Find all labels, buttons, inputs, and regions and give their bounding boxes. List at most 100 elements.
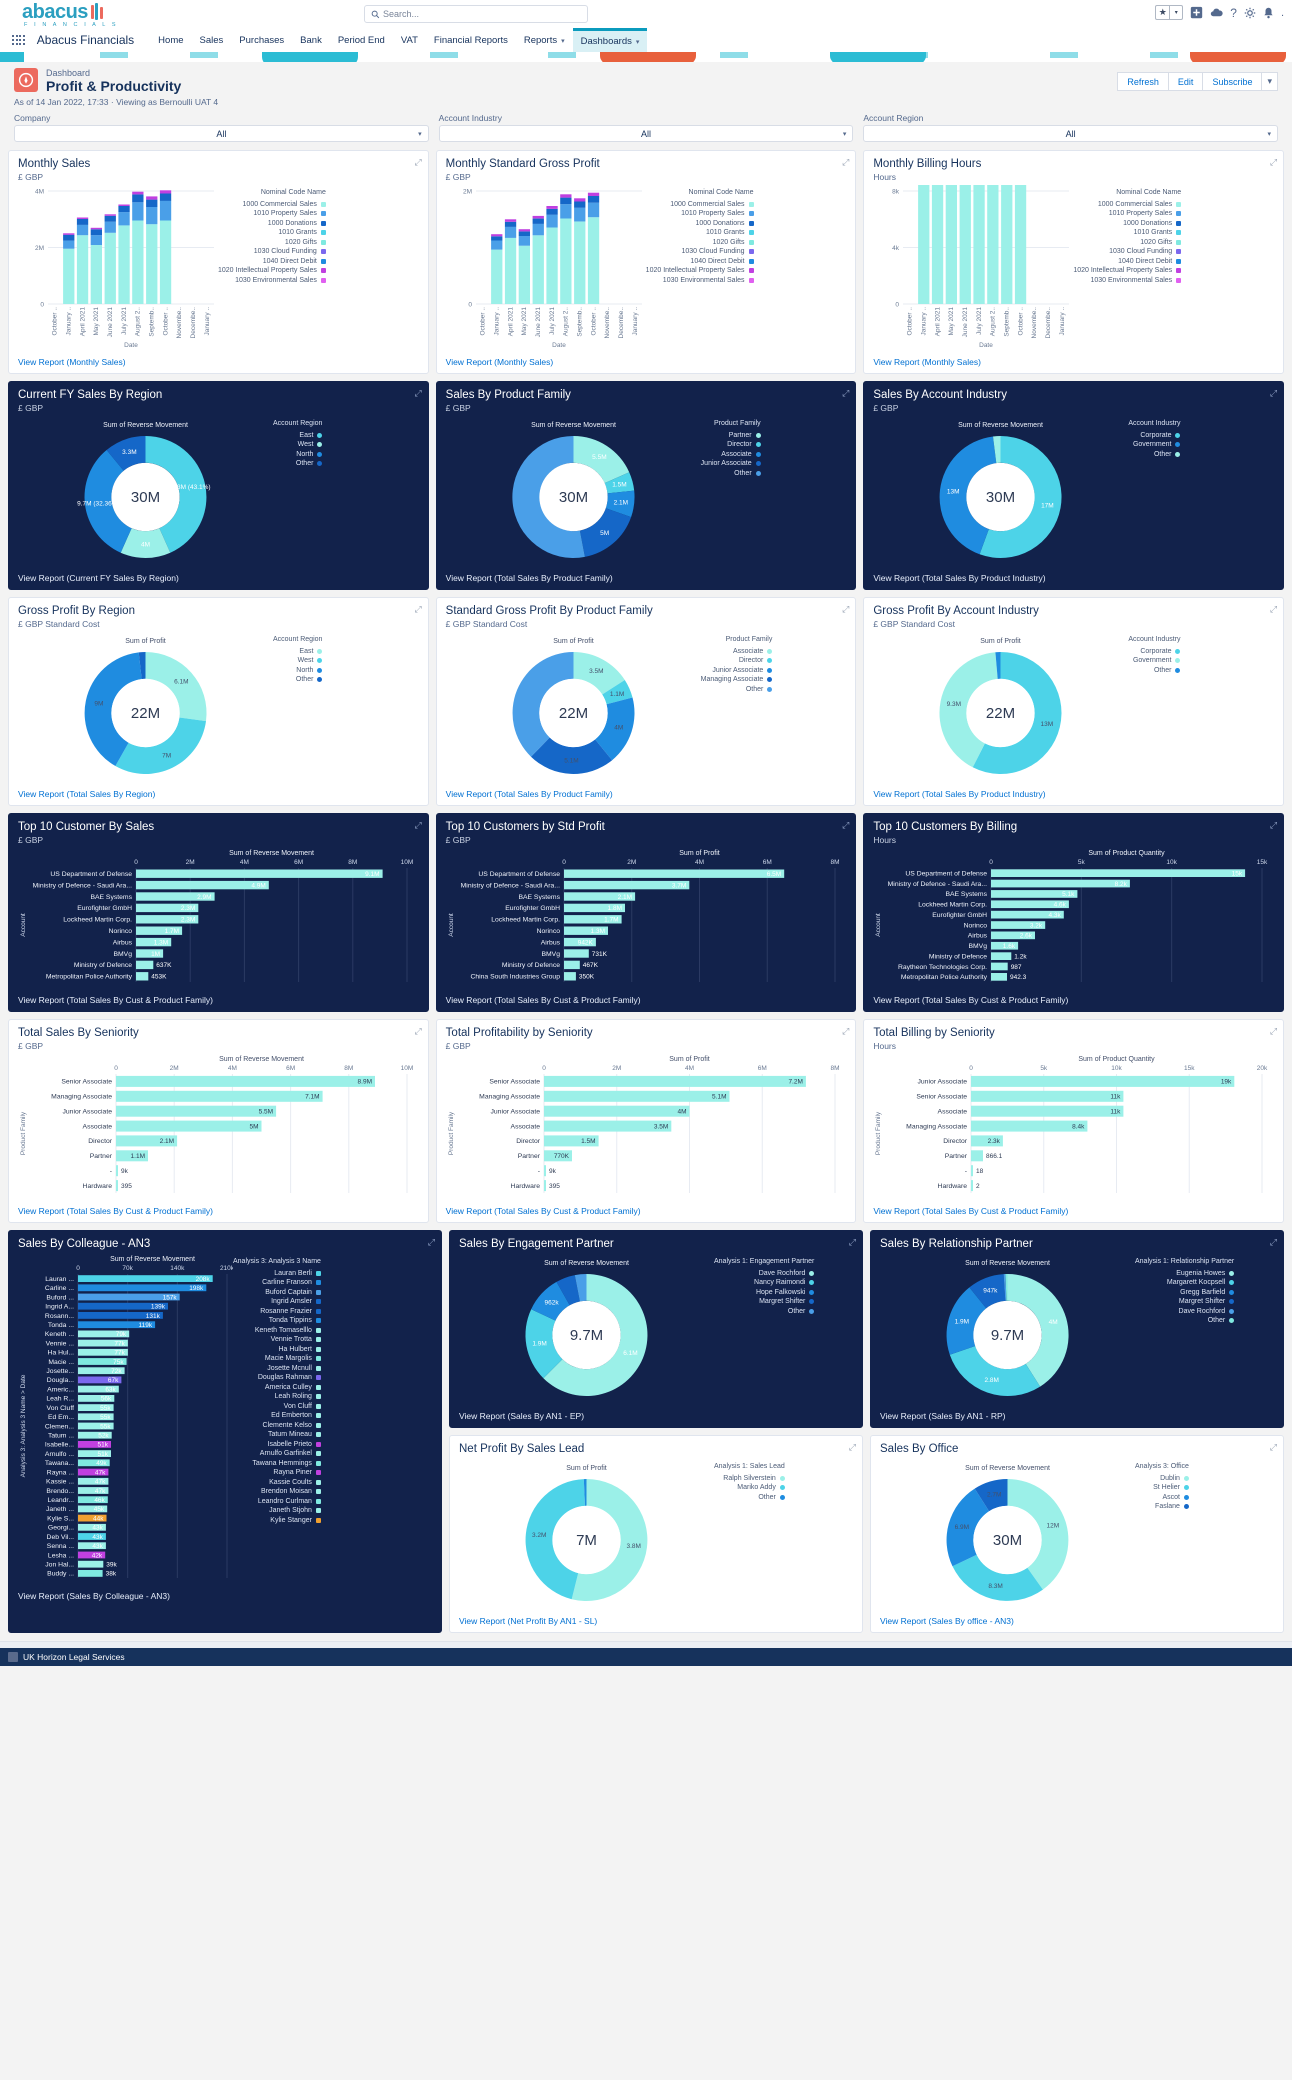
chart-plot[interactable]: Sum of Reverse Movement 13M (43.1%) 4M 9.7M… — [18, 416, 273, 569]
setup-gear-icon[interactable] — [1244, 7, 1256, 19]
expand-icon[interactable]: ⤢ — [1269, 388, 1277, 398]
legend-item[interactable]: Director — [701, 657, 773, 664]
legend-item[interactable]: Junior Associate — [701, 460, 761, 467]
view-report-link[interactable]: View Report (Net Profit By AN1 - SL) — [459, 1616, 598, 1626]
legend-item[interactable]: West — [273, 441, 323, 448]
legend-item[interactable]: Margarett Kocpsell — [1135, 1279, 1235, 1286]
legend-item[interactable]: Arnulfo Garfinkel — [233, 1450, 321, 1457]
legend-item[interactable]: Other — [701, 470, 761, 477]
expand-icon[interactable]: ⤢ — [414, 157, 421, 167]
legend-item[interactable]: 1030 Cloud Funding — [646, 248, 754, 255]
legend-item[interactable]: Associate — [701, 451, 761, 458]
refresh-button[interactable]: Refresh — [1117, 72, 1169, 91]
chart-plot[interactable]: 0 2M October .. January .. April 2021 May 202… — [446, 185, 646, 353]
legend-item[interactable]: Mariko Addy — [714, 1484, 785, 1491]
view-report-link[interactable]: View Report (Sales By office - AN3) — [880, 1616, 1014, 1626]
legend-item[interactable]: Other — [1135, 1317, 1235, 1324]
search-input[interactable]: Search... — [364, 5, 588, 23]
view-report-link[interactable]: View Report (Total Sales By Region) — [18, 789, 156, 799]
favorites-star-icon[interactable]: ★ — [1158, 7, 1167, 17]
expand-icon[interactable]: ⤢ — [842, 388, 849, 398]
legend-item[interactable]: Tonda Tippins — [233, 1317, 321, 1324]
legend-item[interactable]: 1040 Direct Debit — [218, 258, 326, 265]
legend-item[interactable]: 1040 Direct Debit — [1073, 258, 1182, 265]
more-actions-button[interactable]: ▾ — [1262, 72, 1278, 91]
chart-plot[interactable]: Sum of Reverse Movement 0 70k 140k 210k Laura… — [18, 1254, 235, 1587]
edit-button[interactable]: Edit — [1168, 72, 1204, 91]
legend-item[interactable]: Douglas Rahman — [233, 1374, 321, 1381]
legend-item[interactable]: Dave Rochford — [714, 1270, 815, 1277]
legend-item[interactable]: North — [273, 451, 323, 458]
chart-plot[interactable]: Sum of Product Quantity 0 5k 10k 15k 20k Junio… — [873, 1054, 1268, 1202]
legend-item[interactable]: 1020 Intellectual Property Sales — [218, 267, 326, 274]
chevron-down-icon[interactable]: ▾ — [418, 130, 422, 138]
nav-item-period-end[interactable]: Period End — [330, 31, 393, 50]
expand-icon[interactable]: ⤢ — [842, 604, 849, 614]
view-report-link[interactable]: View Report (Total Sales By Cust & Produ… — [18, 1206, 213, 1216]
legend-item[interactable]: 1010 Grants — [646, 229, 754, 236]
expand-icon[interactable]: ⤢ — [842, 157, 849, 167]
legend-item[interactable]: 1010 Property Sales — [646, 210, 754, 217]
horizontal-scrollbar[interactable] — [0, 1641, 1292, 1648]
expand-icon[interactable]: ⤢ — [842, 820, 849, 830]
legend-item[interactable]: 1030 Environmental Sales — [218, 277, 326, 284]
legend-item[interactable]: Associate — [701, 648, 773, 655]
view-report-link[interactable]: View Report (Total Sales By Cust & Produ… — [18, 995, 213, 1005]
legend-item[interactable]: Buford Captain — [233, 1289, 321, 1296]
legend-item[interactable]: Government — [1128, 441, 1181, 448]
legend-item[interactable]: 1030 Environmental Sales — [1073, 277, 1182, 284]
chart-plot[interactable]: Sum of Reverse Movement 17M 13M 30M — [873, 416, 1128, 569]
legend-item[interactable]: 1010 Property Sales — [218, 210, 326, 217]
legend-item[interactable]: 1020 Intellectual Property Sales — [1073, 267, 1182, 274]
expand-icon[interactable]: ⤢ — [848, 1237, 856, 1247]
legend-item[interactable]: Leah Roling — [233, 1393, 321, 1400]
chart-plot[interactable]: Sum of Reverse Movement 6.1M 1.9M 962k 9.7M — [459, 1254, 714, 1407]
legend-item[interactable]: Ralph Silverstein — [714, 1475, 785, 1482]
chart-plot[interactable]: 0 4k 8k October .. January .. April 2021 May 2… — [873, 0, 1073, 353]
view-report-link[interactable]: View Report (Current FY Sales By Region) — [18, 573, 179, 583]
legend-item[interactable]: 1020 Gifts — [1073, 239, 1182, 246]
expand-icon[interactable]: ⤢ — [427, 1237, 435, 1247]
legend-item[interactable]: Ha Hulbert — [233, 1346, 321, 1353]
legend-item[interactable]: Macie Margolis — [233, 1355, 321, 1362]
chart-plot[interactable]: Sum of Profit 0 2M 4M 6M 8M Senior Associate 7.… — [446, 1054, 841, 1202]
chart-plot[interactable]: Sum of Profit 13M 9.3M 22M — [873, 632, 1128, 785]
nav-item-bank[interactable]: Bank — [292, 31, 330, 50]
legend-item[interactable]: Junior Associate — [701, 667, 773, 674]
legend-item[interactable]: 1020 Gifts — [646, 239, 754, 246]
app-logo[interactable]: abacus F I N A N C I A L S — [22, 2, 118, 28]
nav-item-purchases[interactable]: Purchases — [231, 31, 292, 50]
chart-plot[interactable]: Sum of Reverse Movement 12M 8.3M 6.9M 2.7M 30… — [880, 1459, 1135, 1612]
legend-item[interactable]: 1020 Intellectual Property Sales — [646, 267, 754, 274]
legend-item[interactable]: 1010 Grants — [1073, 229, 1182, 236]
legend-item[interactable]: Managing Associate — [701, 676, 773, 683]
legend-item[interactable]: 1030 Environmental Sales — [646, 277, 754, 284]
add-icon[interactable] — [1190, 6, 1203, 19]
subscribe-button[interactable]: Subscribe — [1203, 72, 1263, 91]
view-report-link[interactable]: View Report (Sales By Colleague - AN3) — [18, 1591, 170, 1601]
expand-icon[interactable]: ⤢ — [1269, 1026, 1277, 1036]
legend-item[interactable]: East — [273, 648, 323, 655]
legend-item[interactable]: Other — [1128, 667, 1181, 674]
legend-item[interactable]: Corporate — [1128, 432, 1181, 439]
nav-item-vat[interactable]: VAT — [393, 31, 426, 50]
legend-item[interactable]: 1030 Cloud Funding — [1073, 248, 1182, 255]
legend-item[interactable]: America Culley — [233, 1384, 321, 1391]
view-report-link[interactable]: View Report (Total Sales By Cust & Produ… — [873, 995, 1069, 1005]
filter-select[interactable]: All ▾ — [863, 125, 1279, 142]
expand-icon[interactable]: ⤢ — [1269, 1442, 1277, 1452]
legend-item[interactable]: Tawana Hemmings — [233, 1460, 321, 1467]
legend-item[interactable]: Tatum Mineau — [233, 1431, 321, 1438]
legend-item[interactable]: Margret Shifter — [1135, 1298, 1235, 1305]
chevron-down-icon[interactable]: ▾ — [842, 130, 847, 138]
expand-icon[interactable]: ⤢ — [1269, 1237, 1277, 1247]
help-icon[interactable]: ? — [1230, 5, 1237, 20]
nav-item-reports[interactable]: Reports ▾ — [516, 31, 573, 50]
chart-plot[interactable]: Sum of Product Quantity 0 5k 10k 15k US Depar… — [873, 848, 1268, 991]
legend-item[interactable]: Other — [273, 676, 323, 683]
view-report-link[interactable]: View Report (Total Sales By Cust & Produ… — [445, 995, 641, 1005]
view-report-link[interactable]: View Report (Total Sales By Cust & Produ… — [873, 1206, 1069, 1216]
legend-item[interactable]: Kylie Stanger — [233, 1517, 321, 1524]
view-report-link[interactable]: View Report (Total Sales By Product Indu… — [873, 789, 1046, 799]
expand-icon[interactable]: ⤢ — [848, 1442, 856, 1452]
